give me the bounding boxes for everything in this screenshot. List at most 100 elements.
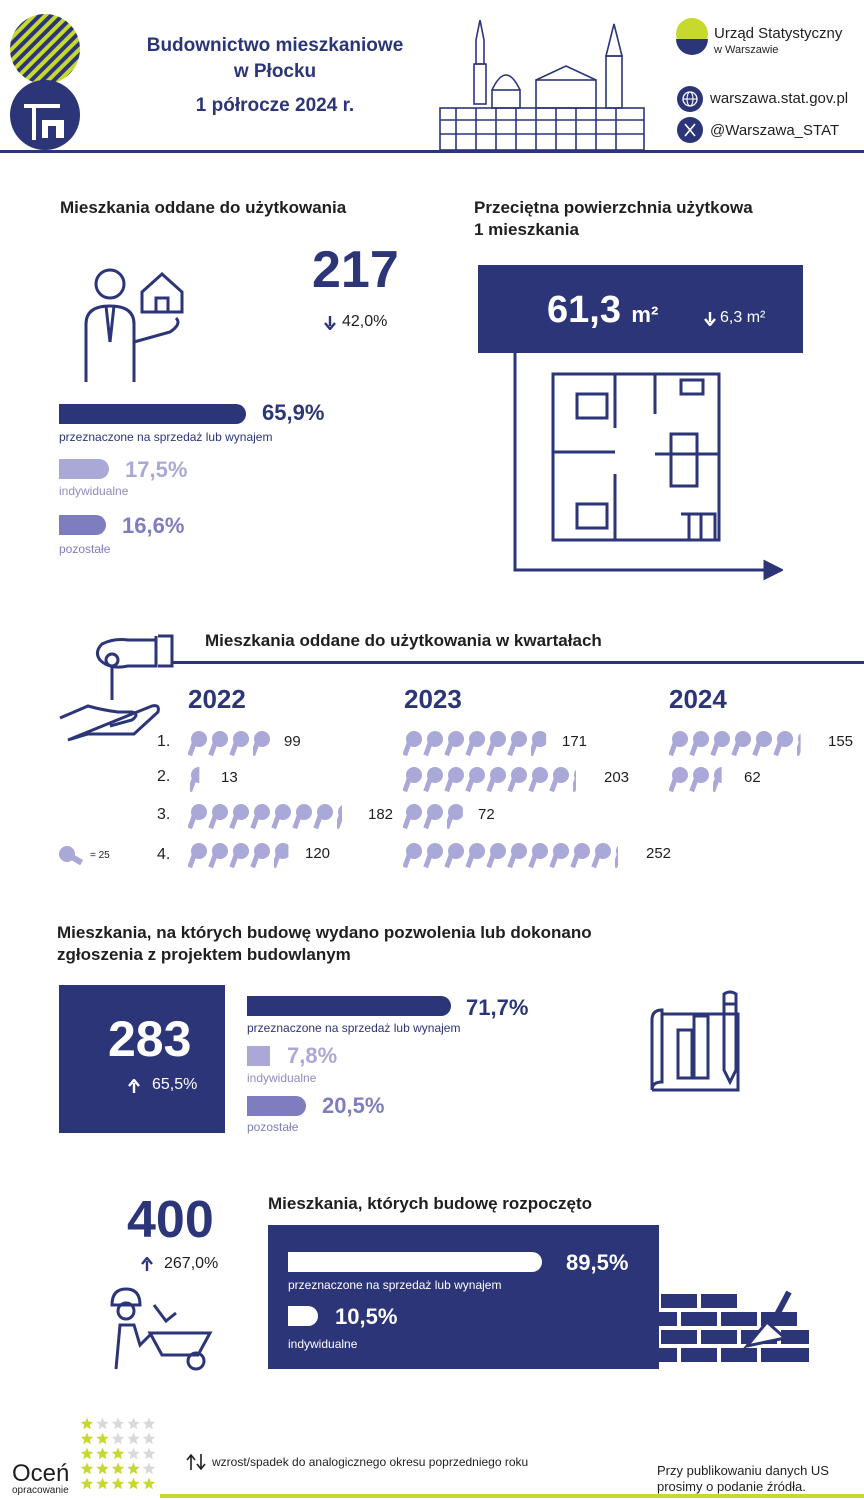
twitter-link[interactable]: @Warszawa_STAT [710, 122, 840, 139]
rating-star[interactable] [96, 1447, 109, 1460]
rating-star[interactable] [80, 1432, 94, 1445]
key-icon [710, 731, 730, 757]
started-label-individual: indywidualne [288, 1337, 358, 1351]
rating-star[interactable] [127, 1462, 140, 1475]
key-icon [229, 843, 249, 869]
key-icon [253, 731, 270, 757]
started-bar-sale [288, 1252, 542, 1272]
key-icon [188, 804, 207, 830]
key-row [188, 843, 289, 869]
completed-bar-individual [59, 459, 109, 479]
key-icon [465, 767, 485, 793]
building-blueprint-icon [650, 990, 746, 1096]
key-row [403, 767, 576, 793]
key-icon [507, 767, 527, 793]
rating-star[interactable] [142, 1417, 156, 1430]
footer-lime-line [160, 1494, 864, 1498]
rating-star[interactable] [80, 1417, 94, 1430]
year-2024: 2024 [669, 684, 727, 714]
source-note-line-1: Przy publikowaniu danych US [657, 1463, 829, 1478]
quarters-divider [172, 661, 864, 664]
rating-star[interactable] [111, 1417, 125, 1430]
key-icon [313, 804, 333, 830]
rating-star[interactable] [142, 1477, 156, 1490]
footer-legend: wzrost/spadek do analogicznego okresu po… [212, 1455, 529, 1469]
key-icon [229, 731, 249, 757]
website-link[interactable]: warszawa.stat.gov.pl [710, 90, 849, 107]
plock-building-illustration [436, 20, 648, 152]
key-icon [403, 843, 422, 869]
key-icon [190, 767, 200, 793]
rating-star[interactable] [127, 1417, 140, 1430]
rating-star[interactable] [96, 1477, 109, 1490]
rating-star[interactable] [96, 1432, 109, 1445]
started-pct-individual: 10,5% [335, 1304, 398, 1329]
rating-star[interactable] [127, 1447, 140, 1460]
globe-icon [677, 86, 703, 112]
quarter-value: 120 [305, 845, 331, 862]
rating-star[interactable] [111, 1447, 125, 1460]
started-pct-sale: 89,5% [566, 1250, 629, 1275]
quarter-label-3: 3. [157, 806, 171, 823]
key-icon [528, 767, 548, 793]
us-logo [672, 17, 712, 57]
org-name: Urząd Statystyczny [714, 25, 843, 42]
key-row [403, 804, 463, 830]
completed-label-other: pozostałe [59, 542, 111, 556]
quarter-value: 252 [646, 845, 672, 862]
rating-star[interactable] [111, 1477, 125, 1490]
rating-star[interactable] [111, 1432, 125, 1445]
permits-label-individual: indywidualne [247, 1071, 317, 1085]
completed-label-sale: przeznaczone na sprzedaż lub wynajem [59, 430, 273, 444]
key-icon [486, 843, 506, 869]
key-icon [250, 804, 270, 830]
title-line-2: w Płocku [233, 61, 317, 82]
quarter-value: 203 [604, 769, 630, 786]
key-icon [465, 843, 485, 869]
key-row [669, 767, 722, 793]
key-icon [528, 843, 548, 869]
completed-change: 42,0% [342, 313, 388, 330]
key-row [188, 804, 343, 830]
rating-star[interactable] [142, 1432, 156, 1445]
key-icon [752, 731, 772, 757]
rating-star[interactable] [142, 1462, 156, 1475]
key-icon [689, 731, 709, 757]
area-number: 61,3 [547, 289, 621, 331]
key-icon [465, 731, 485, 757]
key-icon [403, 804, 422, 830]
key-icon [188, 843, 207, 869]
title-line-1: Budownictwo mieszkaniowe [146, 35, 404, 56]
key-icon [423, 804, 443, 830]
permits-total: 283 [108, 1011, 192, 1067]
rating-stars-icon[interactable] [80, 1416, 158, 1492]
completed-label-individual: indywidualne [59, 484, 129, 498]
completed-pct-sale: 65,9% [262, 400, 325, 425]
rating-star[interactable] [142, 1447, 156, 1460]
rating-star[interactable] [127, 1432, 140, 1445]
key-icon [444, 731, 464, 757]
rating-star[interactable] [96, 1462, 109, 1475]
key-icon [423, 843, 443, 869]
started-box [268, 1225, 659, 1369]
key-icon [444, 767, 464, 793]
key-row [190, 767, 200, 793]
rating-star[interactable] [80, 1447, 94, 1460]
completed-total: 217 [312, 241, 399, 299]
rating-star[interactable] [96, 1417, 109, 1430]
rating-star[interactable] [80, 1477, 94, 1490]
rating-star[interactable] [127, 1477, 140, 1490]
permits-title-line-2: zgłoszenia z projektem budowlanym [57, 945, 351, 964]
rating-star[interactable] [111, 1462, 125, 1475]
header-divider [0, 150, 864, 153]
area-value: 61,3 m² [547, 289, 658, 332]
area-change: 6,3 m² [720, 309, 766, 326]
key-row [403, 731, 547, 757]
rating-star[interactable] [80, 1462, 94, 1475]
area-title-line-2: 1 mieszkania [474, 220, 579, 239]
rate-word[interactable]: Oceń [12, 1460, 70, 1487]
completed-pct-other: 16,6% [122, 513, 185, 538]
quarter-value: 155 [828, 733, 854, 750]
key-row [403, 843, 618, 869]
key-icon [229, 804, 249, 830]
